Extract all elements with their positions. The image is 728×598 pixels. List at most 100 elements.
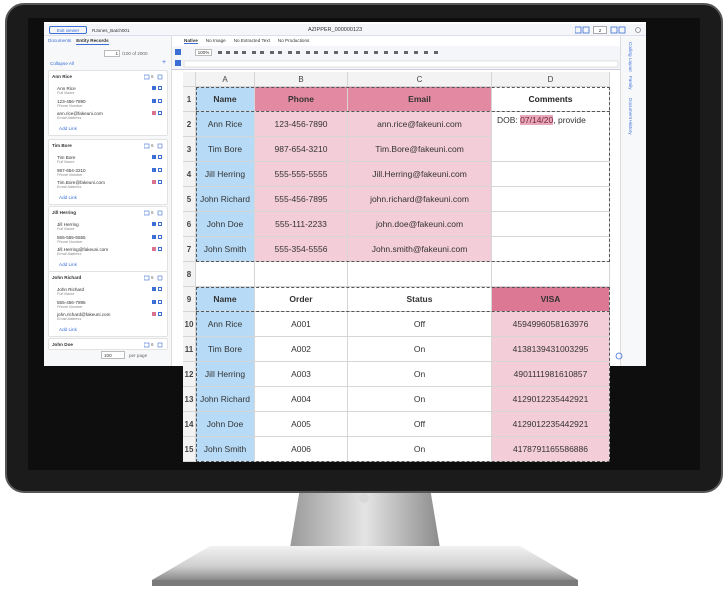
view-tab[interactable]: No Productions: [277, 38, 310, 43]
cell[interactable]: [255, 262, 348, 287]
record-index[interactable]: 1: [104, 50, 120, 57]
card-icons[interactable]: [144, 143, 168, 149]
cell[interactable]: john.doe@fakeuni.com: [348, 212, 492, 237]
right-tab[interactable]: Family: [628, 76, 633, 90]
view-tab[interactable]: Native: [184, 38, 198, 44]
field-icon[interactable]: [158, 312, 162, 316]
cell[interactable]: Email: [348, 87, 492, 112]
field-icon[interactable]: [158, 247, 162, 251]
cell[interactable]: 555-354-5556: [255, 237, 348, 262]
cell[interactable]: [492, 237, 610, 262]
per-page-select[interactable]: 100: [101, 351, 125, 359]
entity-name[interactable]: Ann Rice: [52, 74, 72, 79]
cell[interactable]: 4594996058163976: [492, 312, 610, 337]
add-link[interactable]: Add Link: [59, 195, 77, 200]
field-icon[interactable]: [158, 86, 162, 90]
cell[interactable]: 4129012235442921: [492, 412, 610, 437]
cell[interactable]: john.richard@fakeuni.com: [348, 187, 492, 212]
row-number[interactable]: 9: [183, 287, 196, 312]
cell[interactable]: 987-654-3210: [255, 137, 348, 162]
cell[interactable]: Order: [255, 287, 348, 312]
add-link[interactable]: Add Link: [59, 327, 77, 332]
cell[interactable]: John Doe: [196, 412, 255, 437]
field-icon[interactable]: [152, 234, 156, 239]
cell[interactable]: Jill.Herring@fakeuni.com: [348, 162, 492, 187]
cell[interactable]: [492, 162, 610, 187]
field-icon[interactable]: [158, 167, 162, 172]
cell[interactable]: VISA: [492, 287, 610, 312]
field-icon[interactable]: [158, 180, 162, 184]
column-header[interactable]: A: [196, 72, 255, 87]
view-tab[interactable]: No Image: [205, 38, 226, 43]
field-icon[interactable]: [158, 155, 162, 159]
cell[interactable]: ann.rice@fakeuni.com: [348, 112, 492, 137]
cell[interactable]: Name: [196, 87, 255, 112]
cell[interactable]: John Smith: [196, 437, 255, 462]
cell[interactable]: John Doe: [196, 212, 255, 237]
cell[interactable]: Ann Rice: [196, 312, 255, 337]
cell[interactable]: [492, 212, 610, 237]
column-header[interactable]: C: [348, 72, 492, 87]
cell[interactable]: Comments: [492, 87, 610, 112]
cell[interactable]: 555-555-5555: [255, 162, 348, 187]
entity-name[interactable]: Tim Bore: [52, 143, 72, 148]
cell[interactable]: On: [348, 362, 492, 387]
add-icon[interactable]: +: [162, 59, 167, 66]
cell[interactable]: John Richard: [196, 387, 255, 412]
field-icon[interactable]: [152, 167, 156, 172]
cell[interactable]: A005: [255, 412, 348, 437]
card-icons[interactable]: [144, 342, 168, 348]
row-number[interactable]: 3: [183, 137, 196, 162]
add-link[interactable]: Add Link: [59, 262, 77, 267]
cell[interactable]: Jill Herring: [196, 362, 255, 387]
field-icon[interactable]: [152, 287, 156, 291]
cell[interactable]: Jill Herring: [196, 162, 255, 187]
cell[interactable]: [348, 262, 492, 287]
cell[interactable]: Phone: [255, 87, 348, 112]
row-number[interactable]: 14: [183, 412, 196, 437]
cell[interactable]: Name: [196, 287, 255, 312]
card-icons[interactable]: [144, 74, 168, 80]
cell[interactable]: John.smith@fakeuni.com: [348, 237, 492, 262]
exit-viewer-button[interactable]: Exit viewer: [49, 26, 87, 34]
row-number[interactable]: 5: [183, 187, 196, 212]
collapse-all[interactable]: Collapse All: [50, 61, 75, 66]
cell[interactable]: On: [348, 337, 492, 362]
cell[interactable]: Tim.Bore@fakeuni.com: [348, 137, 492, 162]
field-icon[interactable]: [158, 234, 162, 239]
cell[interactable]: Status: [348, 287, 492, 312]
cell[interactable]: Off: [348, 312, 492, 337]
field-icon[interactable]: [152, 299, 156, 304]
cell[interactable]: John Smith: [196, 237, 255, 262]
row-number[interactable]: 12: [183, 362, 196, 387]
add-link[interactable]: Add Link: [59, 126, 77, 131]
right-tab[interactable]: Document History: [628, 98, 633, 135]
column-header[interactable]: D: [492, 72, 610, 87]
cell[interactable]: Tim Bore: [196, 337, 255, 362]
field-icon[interactable]: [158, 299, 162, 304]
row-number[interactable]: 15: [183, 437, 196, 462]
page-input[interactable]: 2: [593, 26, 607, 34]
zoom-select[interactable]: 100%: [195, 49, 212, 56]
field-icon[interactable]: [158, 287, 162, 291]
cell[interactable]: A004: [255, 387, 348, 412]
entity-name[interactable]: John Richard: [52, 275, 82, 280]
row-number[interactable]: 2: [183, 112, 196, 137]
cell[interactable]: 4178791165586886: [492, 437, 610, 462]
cell[interactable]: [196, 262, 255, 287]
cell[interactable]: On: [348, 437, 492, 462]
row-number[interactable]: 6: [183, 212, 196, 237]
field-icon[interactable]: [152, 312, 156, 316]
cell[interactable]: A006: [255, 437, 348, 462]
cell[interactable]: A002: [255, 337, 348, 362]
cell[interactable]: [492, 187, 610, 212]
column-header[interactable]: B: [255, 72, 348, 87]
field-icon[interactable]: [158, 222, 162, 226]
field-icon[interactable]: [152, 98, 156, 103]
field-icon[interactable]: [158, 98, 162, 103]
row-number[interactable]: 1: [183, 87, 196, 112]
info-icon[interactable]: [614, 351, 624, 361]
field-icon[interactable]: [152, 247, 156, 251]
row-number[interactable]: 4: [183, 162, 196, 187]
cell[interactable]: 4138139431003295: [492, 337, 610, 362]
